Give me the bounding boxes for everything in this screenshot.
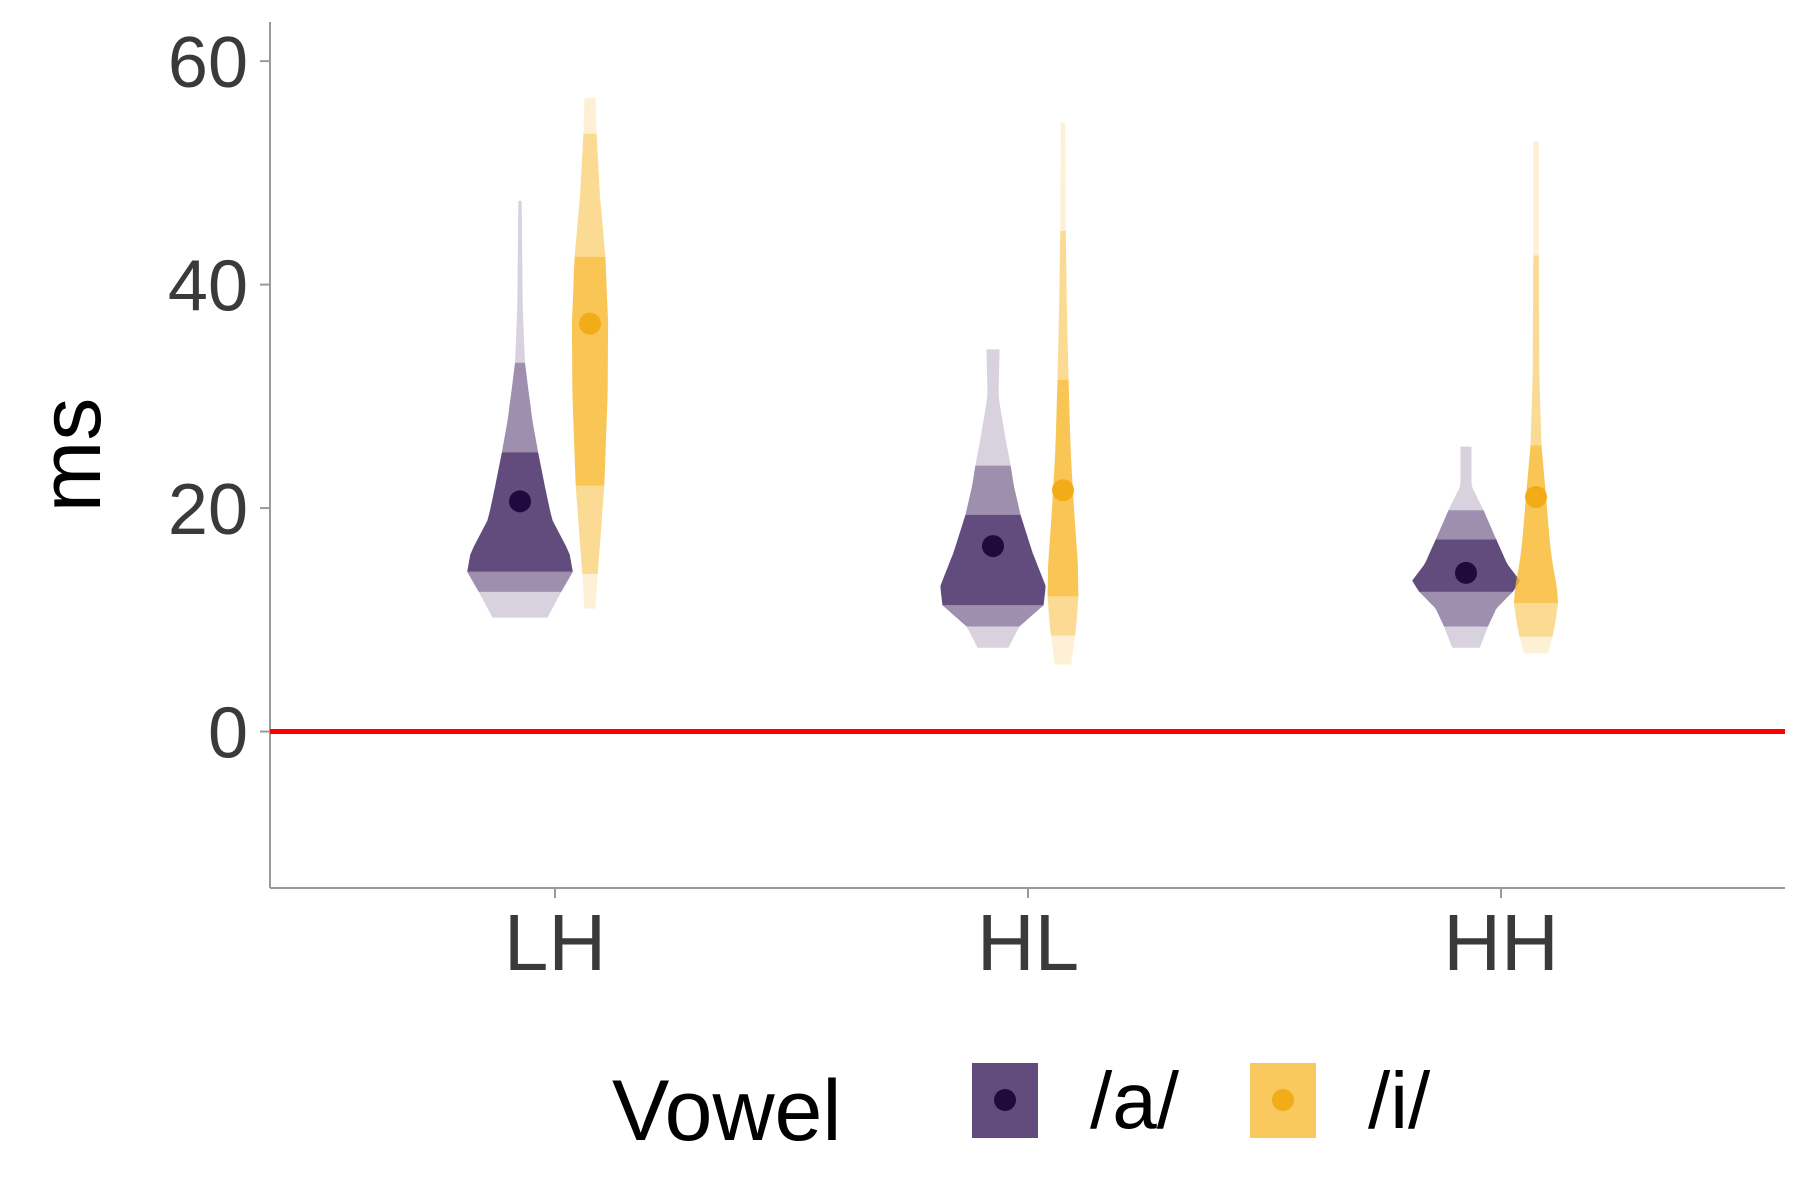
legend-label: /a/ <box>1090 1056 1180 1145</box>
violin-band <box>515 200 525 363</box>
legend-key-point <box>1272 1089 1294 1111</box>
violin-band <box>1444 626 1488 648</box>
violin-band <box>965 465 1021 515</box>
y-tick-label: 40 <box>168 247 248 327</box>
x-tick-label-hl: HL <box>977 898 1079 987</box>
violins-layer <box>467 98 1558 665</box>
legend-entry-i: /i/ <box>1250 1056 1431 1145</box>
mean-point-HL-a <box>982 535 1004 558</box>
mean-points-layer <box>509 312 1547 584</box>
violin-band <box>975 349 1011 466</box>
violin-band <box>1514 445 1558 604</box>
violin-band <box>575 485 605 574</box>
mean-point-HH-i <box>1525 485 1547 508</box>
y-tick-label: 20 <box>168 470 248 550</box>
violin-HH-i <box>1514 141 1558 654</box>
y-axis-title: ms <box>23 398 119 513</box>
mean-point-HH-a <box>1455 561 1477 584</box>
mean-point-LH-i <box>579 312 601 335</box>
violin-LH-i <box>571 98 609 609</box>
violin-band <box>1047 596 1079 636</box>
violin-band <box>467 571 573 592</box>
violin-band <box>966 626 1020 648</box>
violin-band <box>478 591 562 618</box>
mean-point-HL-i <box>1052 479 1074 502</box>
violin-LH-a <box>467 200 573 618</box>
legend-entry-a: /a/ <box>972 1056 1180 1145</box>
plot-area: 0 20 40 60 LH HL HH <box>168 22 1785 987</box>
violin-band <box>942 605 1044 627</box>
x-axis-ticks: LH HL HH <box>504 888 1559 987</box>
legend-key-point <box>994 1089 1016 1111</box>
violin-band <box>1448 446 1484 511</box>
violin-HL-i <box>1047 122 1079 665</box>
legend-title: Vowel <box>612 1063 842 1159</box>
legend: Vowel /a/ /i/ <box>612 1056 1431 1159</box>
violin-HH-a <box>1412 446 1520 648</box>
y-tick-label: 60 <box>168 23 248 103</box>
violin-band <box>1060 122 1066 231</box>
violin-band <box>1057 231 1069 380</box>
violin-band <box>574 133 606 257</box>
legend-entries: /a/ /i/ <box>972 1056 1431 1145</box>
violin-band <box>1519 636 1553 654</box>
violin-band <box>1050 635 1076 665</box>
violin-band <box>501 362 539 453</box>
violin-band <box>571 256 609 486</box>
y-axis-ticks: 0 20 40 60 <box>168 23 270 774</box>
x-tick-label-lh: LH <box>504 898 606 987</box>
violin-HL-a <box>940 349 1046 648</box>
violin-band <box>582 574 598 609</box>
y-tick-label: 0 <box>208 694 248 774</box>
violin-band <box>1514 603 1558 637</box>
x-tick-label-hh: HH <box>1443 898 1559 987</box>
violin-band <box>1533 141 1539 256</box>
legend-label: /i/ <box>1368 1056 1431 1145</box>
violin-band <box>940 514 1046 606</box>
violin-band <box>583 98 597 134</box>
violin-band <box>1419 591 1513 627</box>
violin-band <box>1435 510 1497 540</box>
violin-band <box>1530 255 1542 446</box>
mean-point-LH-a <box>509 490 531 513</box>
